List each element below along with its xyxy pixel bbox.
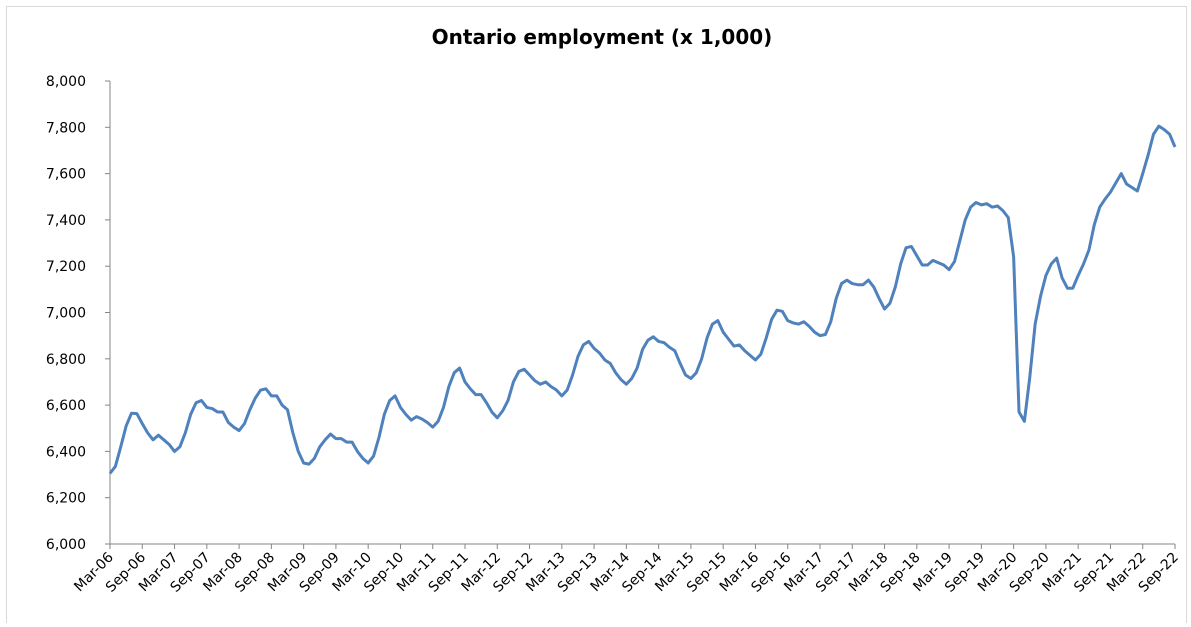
y-tick-label: 7,000 <box>46 306 86 322</box>
y-tick-label: 6,400 <box>46 444 86 460</box>
chart-border <box>6 6 1187 627</box>
chart-title: Ontario employment (x 1,000) <box>432 25 773 49</box>
y-tick-label: 7,400 <box>46 213 86 229</box>
y-tick-label: 8,000 <box>46 74 86 90</box>
series-line <box>108 124 1177 475</box>
y-tick-label: 6,600 <box>46 398 86 414</box>
y-tick-label: 7,600 <box>46 167 86 183</box>
y-tick-label: 6,800 <box>46 352 86 368</box>
y-tick-label: 6,200 <box>46 491 86 507</box>
y-tick-label: 6,000 <box>46 537 86 553</box>
y-tick-label: 7,200 <box>46 259 86 275</box>
y-tick-label: 7,800 <box>46 120 86 136</box>
